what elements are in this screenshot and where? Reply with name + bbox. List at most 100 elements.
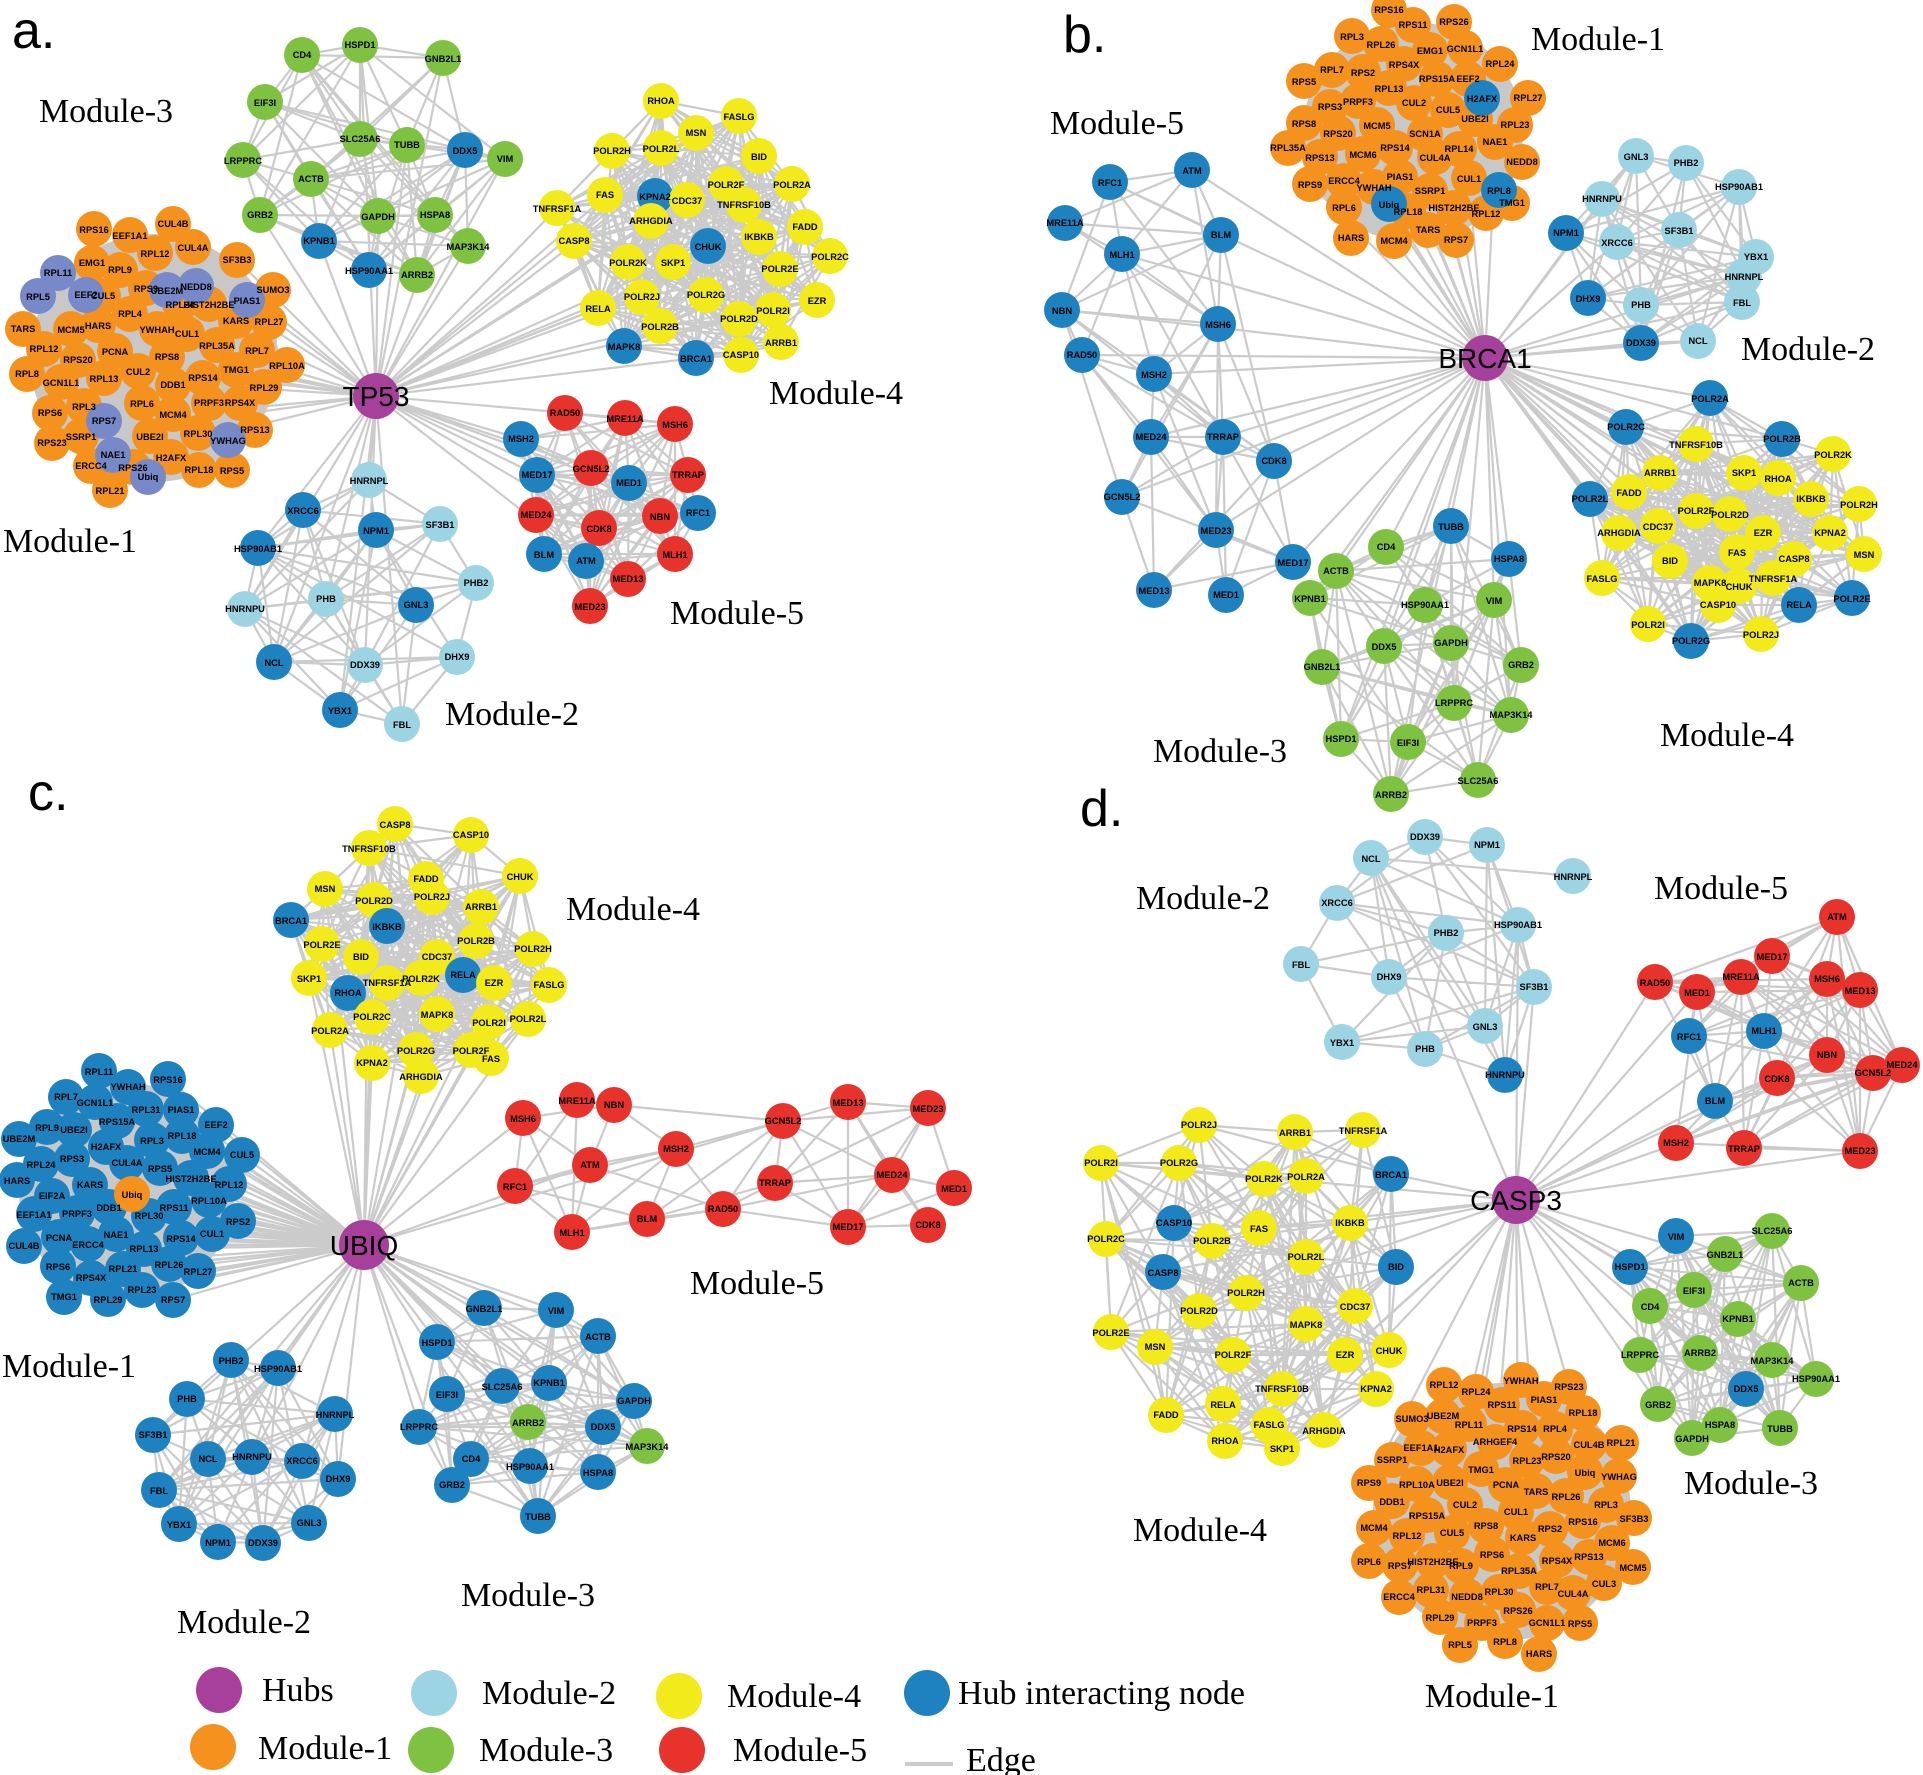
svg-text:BLM: BLM bbox=[1211, 230, 1231, 240]
svg-text:RPS2: RPS2 bbox=[1351, 68, 1375, 78]
svg-text:RPS7: RPS7 bbox=[92, 416, 116, 426]
svg-text:CHUK: CHUK bbox=[1376, 1346, 1403, 1356]
svg-text:NEDD8: NEDD8 bbox=[1451, 1592, 1483, 1602]
svg-text:ARRB1: ARRB1 bbox=[465, 902, 497, 912]
svg-text:IKBKB: IKBKB bbox=[744, 232, 774, 242]
svg-text:GNB2L1: GNB2L1 bbox=[466, 1304, 503, 1314]
svg-text:POLR2J: POLR2J bbox=[1743, 630, 1779, 640]
svg-text:MSH6: MSH6 bbox=[1814, 974, 1840, 984]
svg-text:HARS: HARS bbox=[1338, 233, 1364, 243]
svg-text:POLR2D: POLR2D bbox=[720, 314, 758, 324]
svg-text:MCM4: MCM4 bbox=[193, 1147, 221, 1157]
svg-text:GNL3: GNL3 bbox=[1624, 152, 1649, 162]
svg-text:XRCC6: XRCC6 bbox=[286, 1456, 318, 1466]
svg-text:CUL5: CUL5 bbox=[1440, 1528, 1464, 1538]
svg-text:FADD: FADD bbox=[1153, 1410, 1179, 1420]
svg-text:MCM5: MCM5 bbox=[1619, 1563, 1646, 1573]
svg-text:MAP3K14: MAP3K14 bbox=[626, 1442, 670, 1452]
svg-text:POLR2G: POLR2G bbox=[1672, 636, 1710, 646]
svg-text:CDK8: CDK8 bbox=[586, 524, 611, 534]
svg-text:RELA: RELA bbox=[450, 970, 476, 980]
svg-text:RELA: RELA bbox=[1786, 600, 1812, 610]
svg-text:CHUK: CHUK bbox=[1726, 582, 1753, 592]
svg-text:Module-4: Module-4 bbox=[566, 891, 700, 928]
svg-text:Module-2: Module-2 bbox=[1136, 880, 1270, 917]
svg-text:ARRB1: ARRB1 bbox=[1279, 1128, 1311, 1138]
svg-text:MAPK8: MAPK8 bbox=[608, 342, 641, 352]
svg-text:RPL12: RPL12 bbox=[30, 344, 59, 354]
svg-text:PHB2: PHB2 bbox=[1674, 158, 1699, 168]
svg-text:RFC1: RFC1 bbox=[686, 508, 710, 518]
svg-text:H2AFX: H2AFX bbox=[1467, 94, 1498, 104]
svg-text:MED1: MED1 bbox=[1684, 988, 1710, 998]
svg-text:Ubiq: Ubiq bbox=[138, 472, 159, 482]
svg-text:NCL: NCL bbox=[198, 1454, 217, 1464]
svg-text:FAS: FAS bbox=[1728, 548, 1746, 558]
svg-text:MSH2: MSH2 bbox=[1141, 370, 1167, 380]
svg-text:FBL: FBL bbox=[393, 720, 411, 730]
svg-text:RFC1: RFC1 bbox=[1677, 1032, 1701, 1042]
svg-text:SF3B1: SF3B1 bbox=[139, 1430, 168, 1440]
svg-text:RPS4X: RPS4X bbox=[1542, 1556, 1573, 1566]
svg-text:RPL7: RPL7 bbox=[1535, 1582, 1559, 1592]
svg-text:CUL2: CUL2 bbox=[126, 367, 150, 377]
svg-text:POLR2C: POLR2C bbox=[811, 252, 849, 262]
svg-text:SCN1A: SCN1A bbox=[1409, 129, 1441, 139]
svg-text:VIM: VIM bbox=[497, 154, 514, 164]
svg-text:RPS8: RPS8 bbox=[155, 352, 179, 362]
svg-text:MED24: MED24 bbox=[1886, 1060, 1918, 1070]
svg-text:RPS3: RPS3 bbox=[60, 1154, 84, 1164]
svg-text:KARS: KARS bbox=[223, 316, 249, 326]
svg-text:BRCA1: BRCA1 bbox=[1438, 343, 1531, 374]
svg-text:SLC25A6: SLC25A6 bbox=[482, 1382, 523, 1392]
svg-text:VIM: VIM bbox=[1486, 596, 1503, 606]
svg-text:SF3B3: SF3B3 bbox=[1620, 1514, 1649, 1524]
svg-text:Module-2: Module-2 bbox=[482, 1675, 616, 1712]
svg-text:EZR: EZR bbox=[1754, 528, 1773, 538]
svg-text:MCM4: MCM4 bbox=[159, 410, 187, 420]
svg-text:CUL3: CUL3 bbox=[1592, 1579, 1616, 1589]
svg-text:ERCC4: ERCC4 bbox=[75, 461, 107, 471]
svg-text:TNFRSF1A: TNFRSF1A bbox=[363, 978, 412, 988]
svg-text:BID: BID bbox=[1662, 556, 1678, 566]
svg-text:MSH6: MSH6 bbox=[510, 1114, 536, 1124]
svg-text:PHB: PHB bbox=[177, 1394, 197, 1404]
svg-text:a.: a. bbox=[12, 2, 55, 60]
svg-text:SLC25A6: SLC25A6 bbox=[1458, 776, 1499, 786]
svg-text:ATM: ATM bbox=[1827, 912, 1847, 922]
svg-text:UBE2I: UBE2I bbox=[136, 432, 163, 442]
svg-text:RPS11: RPS11 bbox=[1399, 20, 1428, 30]
svg-text:BLM: BLM bbox=[534, 550, 554, 560]
svg-text:HARS: HARS bbox=[85, 321, 111, 331]
svg-text:VIM: VIM bbox=[1668, 1232, 1685, 1242]
svg-text:RPL27: RPL27 bbox=[255, 317, 284, 327]
svg-text:POLR2H: POLR2H bbox=[514, 944, 552, 954]
svg-text:KPNB1: KPNB1 bbox=[1722, 1314, 1754, 1324]
svg-text:NEDD8: NEDD8 bbox=[180, 282, 212, 292]
svg-text:UBE2M: UBE2M bbox=[1427, 1411, 1460, 1421]
svg-text:POLR2D: POLR2D bbox=[355, 896, 393, 906]
svg-text:GRB2: GRB2 bbox=[247, 210, 273, 220]
svg-text:KPNB1: KPNB1 bbox=[533, 1378, 565, 1388]
svg-text:MSN: MSN bbox=[686, 128, 707, 138]
svg-text:TMG1: TMG1 bbox=[1499, 198, 1525, 208]
svg-text:FBL: FBL bbox=[1733, 298, 1751, 308]
svg-text:RHOA: RHOA bbox=[1211, 1436, 1239, 1446]
svg-text:HNRNPU: HNRNPU bbox=[1485, 1070, 1525, 1080]
svg-text:MED17: MED17 bbox=[1277, 558, 1308, 568]
svg-text:RFC1: RFC1 bbox=[1098, 178, 1122, 188]
svg-text:YWHAH: YWHAH bbox=[1356, 183, 1391, 193]
svg-text:RPS9: RPS9 bbox=[134, 284, 158, 294]
svg-text:BRCA1: BRCA1 bbox=[1375, 1170, 1407, 1180]
svg-text:RPL6: RPL6 bbox=[130, 399, 154, 409]
svg-text:Module-4: Module-4 bbox=[769, 375, 903, 412]
svg-text:HIST2H2BE: HIST2H2BE bbox=[1428, 203, 1479, 213]
svg-text:RPS7: RPS7 bbox=[1388, 1561, 1412, 1571]
svg-text:YWHAG: YWHAG bbox=[210, 436, 246, 446]
svg-text:LRPPRC: LRPPRC bbox=[400, 1422, 439, 1432]
svg-text:CUL4A: CUL4A bbox=[1558, 1589, 1589, 1599]
svg-text:RPL3: RPL3 bbox=[1594, 1500, 1618, 1510]
svg-text:IKBKB: IKBKB bbox=[1796, 494, 1826, 504]
svg-text:GNL3: GNL3 bbox=[1473, 1022, 1498, 1032]
svg-text:NPM1: NPM1 bbox=[363, 526, 389, 536]
